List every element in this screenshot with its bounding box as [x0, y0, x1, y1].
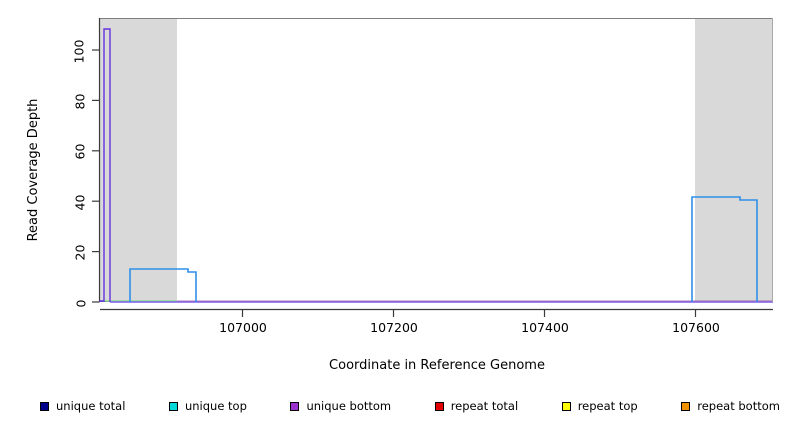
- coverage-block-right: [691, 196, 758, 302]
- y-tick-label-100: 100: [71, 39, 87, 64]
- legend-item-repeat-total: repeat total: [434, 399, 519, 413]
- legend-label: unique total: [56, 399, 126, 413]
- legend-label: unique top: [184, 399, 247, 413]
- y-tick-label-40: 40: [72, 194, 88, 211]
- x-tick-marks: [241, 309, 697, 317]
- coverage-block-left: [129, 268, 197, 302]
- legend-label: unique bottom: [306, 399, 392, 413]
- y-tick-label-60: 60: [72, 143, 88, 160]
- legend-item-repeat-top: repeat top: [561, 399, 638, 413]
- y-tick-marks: [92, 49, 100, 303]
- legend-item-unique-total: unique total: [40, 399, 125, 413]
- x-tick-label-107400: 107400: [521, 320, 569, 335]
- y-tick-label-0: 0: [73, 299, 89, 308]
- series-unique-bottom-spike: [99, 28, 111, 302]
- y-tick-label-20: 20: [72, 244, 88, 261]
- y-axis-title: Read Coverage Depth: [26, 98, 41, 242]
- legend-item-unique-top: unique top: [168, 399, 247, 413]
- shaded-region-left: [100, 18, 177, 302]
- x-axis-title: Coordinate in Reference Genome: [329, 358, 545, 373]
- legend-item-repeat-bottom: repeat bottom: [681, 399, 780, 413]
- legend-swatch-icon: [40, 401, 49, 411]
- shaded-region-right: [695, 18, 773, 302]
- y-tick-label-80: 80: [72, 93, 88, 110]
- legend-swatch-icon: [561, 401, 571, 411]
- legend-label: repeat total: [450, 399, 519, 413]
- legend-swatch-icon: [434, 401, 444, 411]
- legend-label: repeat top: [577, 399, 638, 413]
- x-tick-label-107200: 107200: [370, 320, 418, 335]
- legend: unique total unique top unique bottom re…: [40, 399, 780, 413]
- legend-swatch-icon: [681, 401, 691, 411]
- legend-swatch-icon: [290, 401, 300, 411]
- x-tick-label-107600: 107600: [672, 320, 720, 335]
- x-tick-label-107000: 107000: [219, 320, 267, 335]
- legend-swatch-icon: [168, 401, 178, 411]
- legend-item-unique-bottom: unique bottom: [290, 399, 391, 413]
- legend-label: repeat bottom: [697, 399, 780, 413]
